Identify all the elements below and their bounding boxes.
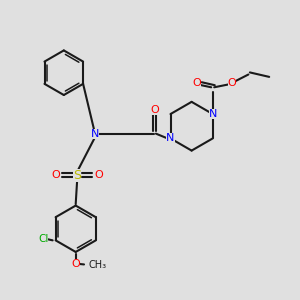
Text: O: O: [228, 78, 236, 88]
Text: S: S: [73, 169, 81, 182]
Text: O: O: [51, 170, 60, 180]
Text: Cl: Cl: [38, 234, 48, 244]
Text: N: N: [166, 134, 175, 143]
Text: O: O: [192, 78, 201, 88]
Text: O: O: [150, 105, 159, 115]
Text: O: O: [94, 170, 103, 180]
Text: O: O: [71, 259, 80, 269]
Text: N: N: [208, 109, 217, 119]
Text: CH₃: CH₃: [88, 260, 106, 270]
Text: N: N: [91, 129, 99, 139]
